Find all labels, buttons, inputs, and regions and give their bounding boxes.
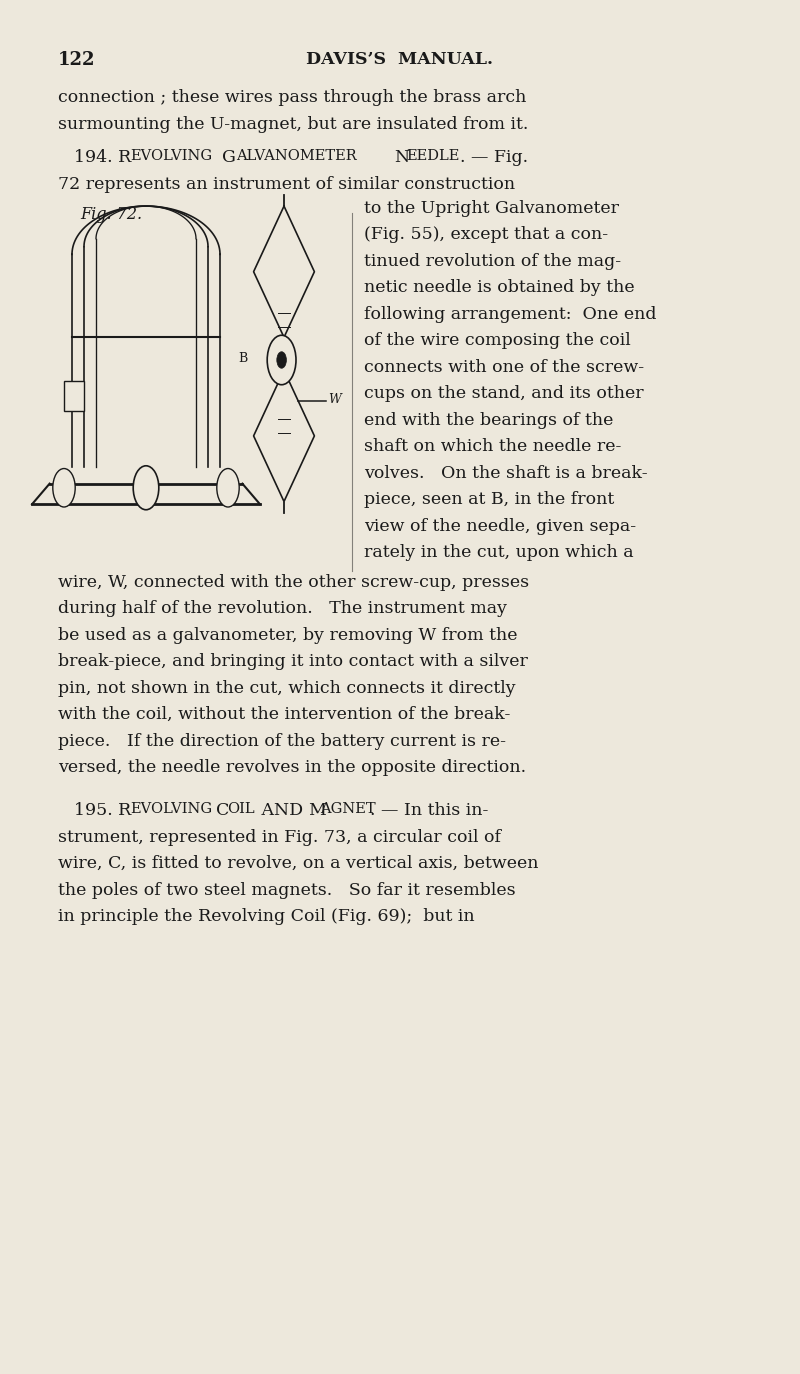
Text: following arrangement:  One end: following arrangement: One end xyxy=(364,305,657,323)
Text: EEDLE: EEDLE xyxy=(406,150,460,164)
Text: end with the bearings of the: end with the bearings of the xyxy=(364,412,614,429)
Text: volves.   On the shaft is a break-: volves. On the shaft is a break- xyxy=(364,464,648,482)
Text: AND: AND xyxy=(256,802,309,819)
Polygon shape xyxy=(254,371,314,502)
Text: R: R xyxy=(118,802,132,819)
Text: in principle the Revolving Coil (Fig. 69);  but in: in principle the Revolving Coil (Fig. 69… xyxy=(58,908,474,925)
Text: versed, the needle revolves in the opposite direction.: versed, the needle revolves in the oppos… xyxy=(58,758,526,776)
Text: 122: 122 xyxy=(58,51,95,69)
FancyBboxPatch shape xyxy=(64,381,84,411)
Text: connects with one of the screw-: connects with one of the screw- xyxy=(364,359,644,375)
Polygon shape xyxy=(254,206,314,338)
Text: ALVANOMETER: ALVANOMETER xyxy=(236,150,357,164)
Text: W: W xyxy=(328,393,341,407)
Text: EVOLVING: EVOLVING xyxy=(130,150,213,164)
Text: of the wire composing the coil: of the wire composing the coil xyxy=(364,333,630,349)
Circle shape xyxy=(267,335,296,385)
Text: rately in the cut, upon which a: rately in the cut, upon which a xyxy=(364,544,634,561)
Text: with the coil, without the intervention of the break-: with the coil, without the intervention … xyxy=(58,706,510,723)
Text: to the Upright Galvanometer: to the Upright Galvanometer xyxy=(364,199,619,217)
Text: B: B xyxy=(238,352,248,365)
Text: during half of the revolution.   The instrument may: during half of the revolution. The instr… xyxy=(58,600,506,617)
Text: cups on the stand, and its other: cups on the stand, and its other xyxy=(364,385,644,403)
Text: OIL: OIL xyxy=(227,802,255,816)
Text: piece, seen at B, in the front: piece, seen at B, in the front xyxy=(364,492,614,508)
Text: N: N xyxy=(394,150,410,166)
Circle shape xyxy=(217,469,239,507)
Text: (Fig. 55), except that a con-: (Fig. 55), except that a con- xyxy=(364,225,608,243)
Text: tinued revolution of the mag-: tinued revolution of the mag- xyxy=(364,253,621,269)
Text: M: M xyxy=(308,802,326,819)
Text: piece.   If the direction of the battery current is re-: piece. If the direction of the battery c… xyxy=(58,732,506,750)
Text: shaft on which the needle re-: shaft on which the needle re- xyxy=(364,438,622,455)
Text: strument, represented in Fig. 73, a circular coil of: strument, represented in Fig. 73, a circ… xyxy=(58,829,501,845)
Text: . — In this in-: . — In this in- xyxy=(370,802,488,819)
Circle shape xyxy=(277,352,286,368)
Circle shape xyxy=(133,466,158,510)
Text: 72 represents an instrument of similar construction: 72 represents an instrument of similar c… xyxy=(58,176,514,192)
Text: C: C xyxy=(216,802,230,819)
Text: wire, W, connected with the other screw-cup, presses: wire, W, connected with the other screw-… xyxy=(58,573,529,591)
Text: netic needle is obtained by the: netic needle is obtained by the xyxy=(364,279,634,295)
Text: Fig. 72.: Fig. 72. xyxy=(80,206,142,224)
Text: the poles of two steel magnets.   So far it resembles: the poles of two steel magnets. So far i… xyxy=(58,882,515,899)
Text: pin, not shown in the cut, which connects it directly: pin, not shown in the cut, which connect… xyxy=(58,680,515,697)
Text: view of the needle, given sepa-: view of the needle, given sepa- xyxy=(364,518,636,534)
Text: AGNET: AGNET xyxy=(320,802,376,816)
Text: DAVIS’S  MANUAL.: DAVIS’S MANUAL. xyxy=(306,51,494,67)
Circle shape xyxy=(53,469,75,507)
Text: surmounting the U-magnet, but are insulated from it.: surmounting the U-magnet, but are insula… xyxy=(58,115,528,133)
Text: G: G xyxy=(222,150,236,166)
Text: be used as a galvanometer, by removing W from the: be used as a galvanometer, by removing W… xyxy=(58,627,517,643)
Text: 194.: 194. xyxy=(74,150,124,166)
Text: break-piece, and bringing it into contact with a silver: break-piece, and bringing it into contac… xyxy=(58,653,527,671)
Text: 195.: 195. xyxy=(74,802,124,819)
Text: R: R xyxy=(118,150,132,166)
Text: connection ; these wires pass through the brass arch: connection ; these wires pass through th… xyxy=(58,89,526,106)
Text: . — Fig.: . — Fig. xyxy=(460,150,528,166)
Text: EVOLVING: EVOLVING xyxy=(130,802,213,816)
Text: wire, C, is fitted to revolve, on a vertical axis, between: wire, C, is fitted to revolve, on a vert… xyxy=(58,855,538,872)
